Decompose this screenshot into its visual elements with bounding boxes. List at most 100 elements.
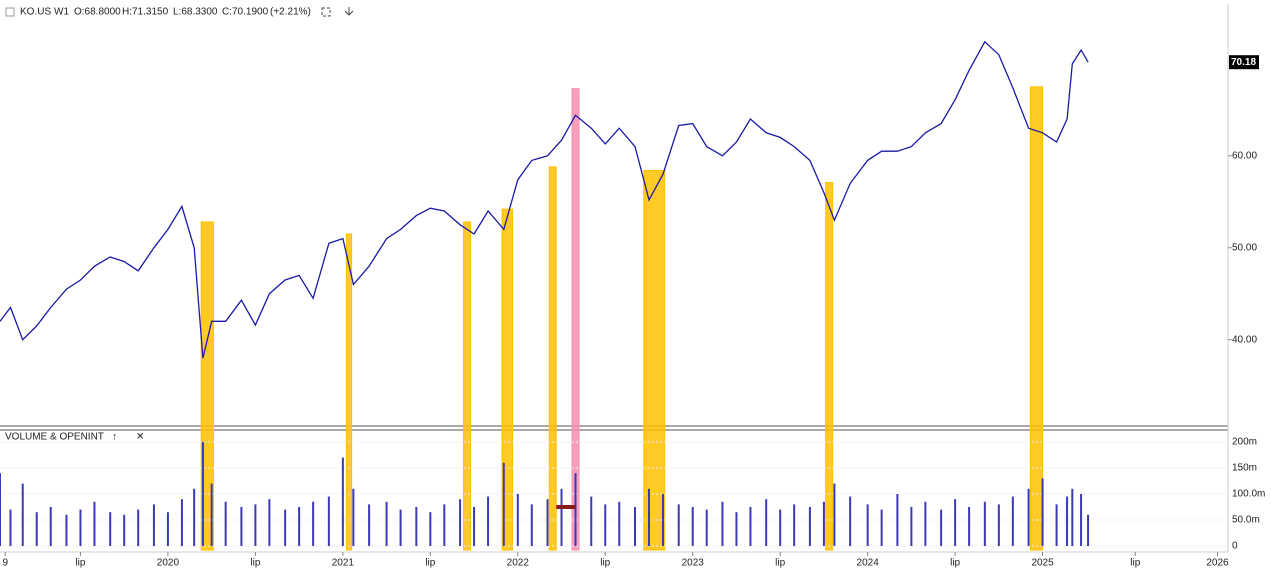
collapse-icon[interactable]: [5, 7, 15, 17]
volume-bar: [1027, 488, 1030, 546]
volume-bar: [9, 509, 12, 546]
volume-bar: [647, 488, 650, 546]
volume-bar: [793, 504, 796, 546]
volume-bar: [109, 512, 112, 546]
volume-bar: [866, 504, 869, 546]
x-tick-label: lip: [250, 558, 260, 569]
price-line: [0, 40, 1089, 359]
x-tick-label: lip: [600, 558, 610, 569]
volume-bar: [1011, 496, 1014, 546]
x-tick-label: 2025: [1031, 558, 1054, 569]
low: L:68.3300: [173, 7, 218, 18]
volume-bar: [849, 496, 852, 546]
x-tick-label: 2021: [332, 558, 355, 569]
last-price-label: 70.18: [1231, 57, 1256, 68]
volume-bar: [1055, 504, 1058, 546]
volume-bar: [910, 506, 913, 546]
y-tick-label: 40.00: [1232, 334, 1257, 345]
volume-bar: [385, 501, 388, 546]
x-tick-label: lip: [425, 558, 435, 569]
highlight-span: [345, 233, 353, 551]
move-up-icon[interactable]: ↑: [112, 432, 117, 443]
volume-bar: [661, 493, 664, 546]
x-tick-label: 9: [2, 558, 8, 569]
highlight-span: [571, 88, 580, 551]
x-tick-label: 2020: [157, 558, 180, 569]
volume-bar: [749, 506, 752, 546]
x-tick-label: 2022: [507, 558, 530, 569]
close-icon[interactable]: ✕: [136, 432, 144, 443]
volume-bar: [352, 488, 355, 546]
y-tick-label: 100.0m: [1232, 489, 1265, 500]
volume-bar: [415, 506, 418, 546]
volume-bar: [1066, 496, 1069, 546]
volume-bar: [180, 499, 183, 546]
highlight-span: [548, 166, 557, 551]
volume-bar: [924, 501, 927, 546]
volume-bar: [677, 504, 680, 546]
volume-bar: [833, 483, 836, 546]
symbol: KO.US: [20, 7, 51, 18]
x-tick-label: lip: [1130, 558, 1140, 569]
volume-bar: [779, 509, 782, 546]
volume-bar: [65, 514, 68, 546]
volume-bar: [79, 509, 82, 546]
y-tick-label: 60.00: [1232, 150, 1257, 161]
volume-bar: [0, 473, 1, 546]
high: H:71.3150: [122, 7, 169, 18]
last-price-box: [1229, 55, 1259, 70]
volume-bar: [268, 499, 271, 546]
volume-bar: [193, 488, 196, 546]
highlight-span: [501, 208, 514, 551]
volume-bar: [1041, 478, 1044, 546]
volume-bar: [21, 483, 24, 546]
highlight-span: [643, 170, 666, 551]
volume-bar: [473, 506, 476, 546]
volume-bar: [880, 509, 883, 546]
volume-bar: [530, 504, 533, 546]
volume-bar: [341, 457, 344, 546]
volume-bar: [93, 501, 96, 546]
volume-bar: [123, 514, 126, 546]
volume-bar: [997, 504, 1000, 546]
y-tick-label: 150m: [1232, 463, 1257, 474]
volume-bar: [604, 504, 607, 546]
volume-bar: [808, 506, 811, 546]
volume-bar: [735, 512, 738, 546]
volume-bar: [224, 501, 227, 546]
volume-bar: [152, 504, 155, 546]
volume-bar: [312, 501, 315, 546]
close: C:70.1900: [222, 7, 269, 18]
volume-bar: [721, 501, 724, 546]
timeframe: W1: [54, 7, 69, 18]
volume-bar: [896, 493, 899, 546]
volume-bar: [765, 499, 768, 546]
download-icon[interactable]: [344, 7, 354, 16]
volume-bar: [983, 501, 986, 546]
y-tick-label: 50.0m: [1232, 515, 1260, 526]
volume-bar: [822, 501, 825, 546]
x-tick-label: 2023: [682, 558, 705, 569]
volume-bar: [1080, 493, 1083, 546]
x-tick-label: lip: [775, 558, 785, 569]
volume-bar: [399, 509, 402, 546]
volume-bar: [210, 483, 213, 546]
highlight-span: [825, 181, 834, 551]
volume-title: VOLUME & OPENINT: [5, 432, 104, 443]
volume-bar: [240, 506, 243, 546]
volume-bar: [327, 496, 330, 546]
change: (+2.21%): [270, 7, 311, 18]
volume-bar: [590, 496, 593, 546]
volume-bar: [49, 506, 52, 546]
highlight-span: [1029, 86, 1044, 551]
volume-bar: [546, 499, 549, 546]
volume-bar: [284, 509, 287, 546]
volume-bar: [429, 512, 432, 546]
volume-bar: [1087, 514, 1090, 546]
highlight-span: [463, 221, 472, 551]
volume-bar: [560, 488, 563, 546]
fullscreen-icon[interactable]: [321, 7, 331, 17]
y-tick-label: 50.00: [1232, 242, 1257, 253]
